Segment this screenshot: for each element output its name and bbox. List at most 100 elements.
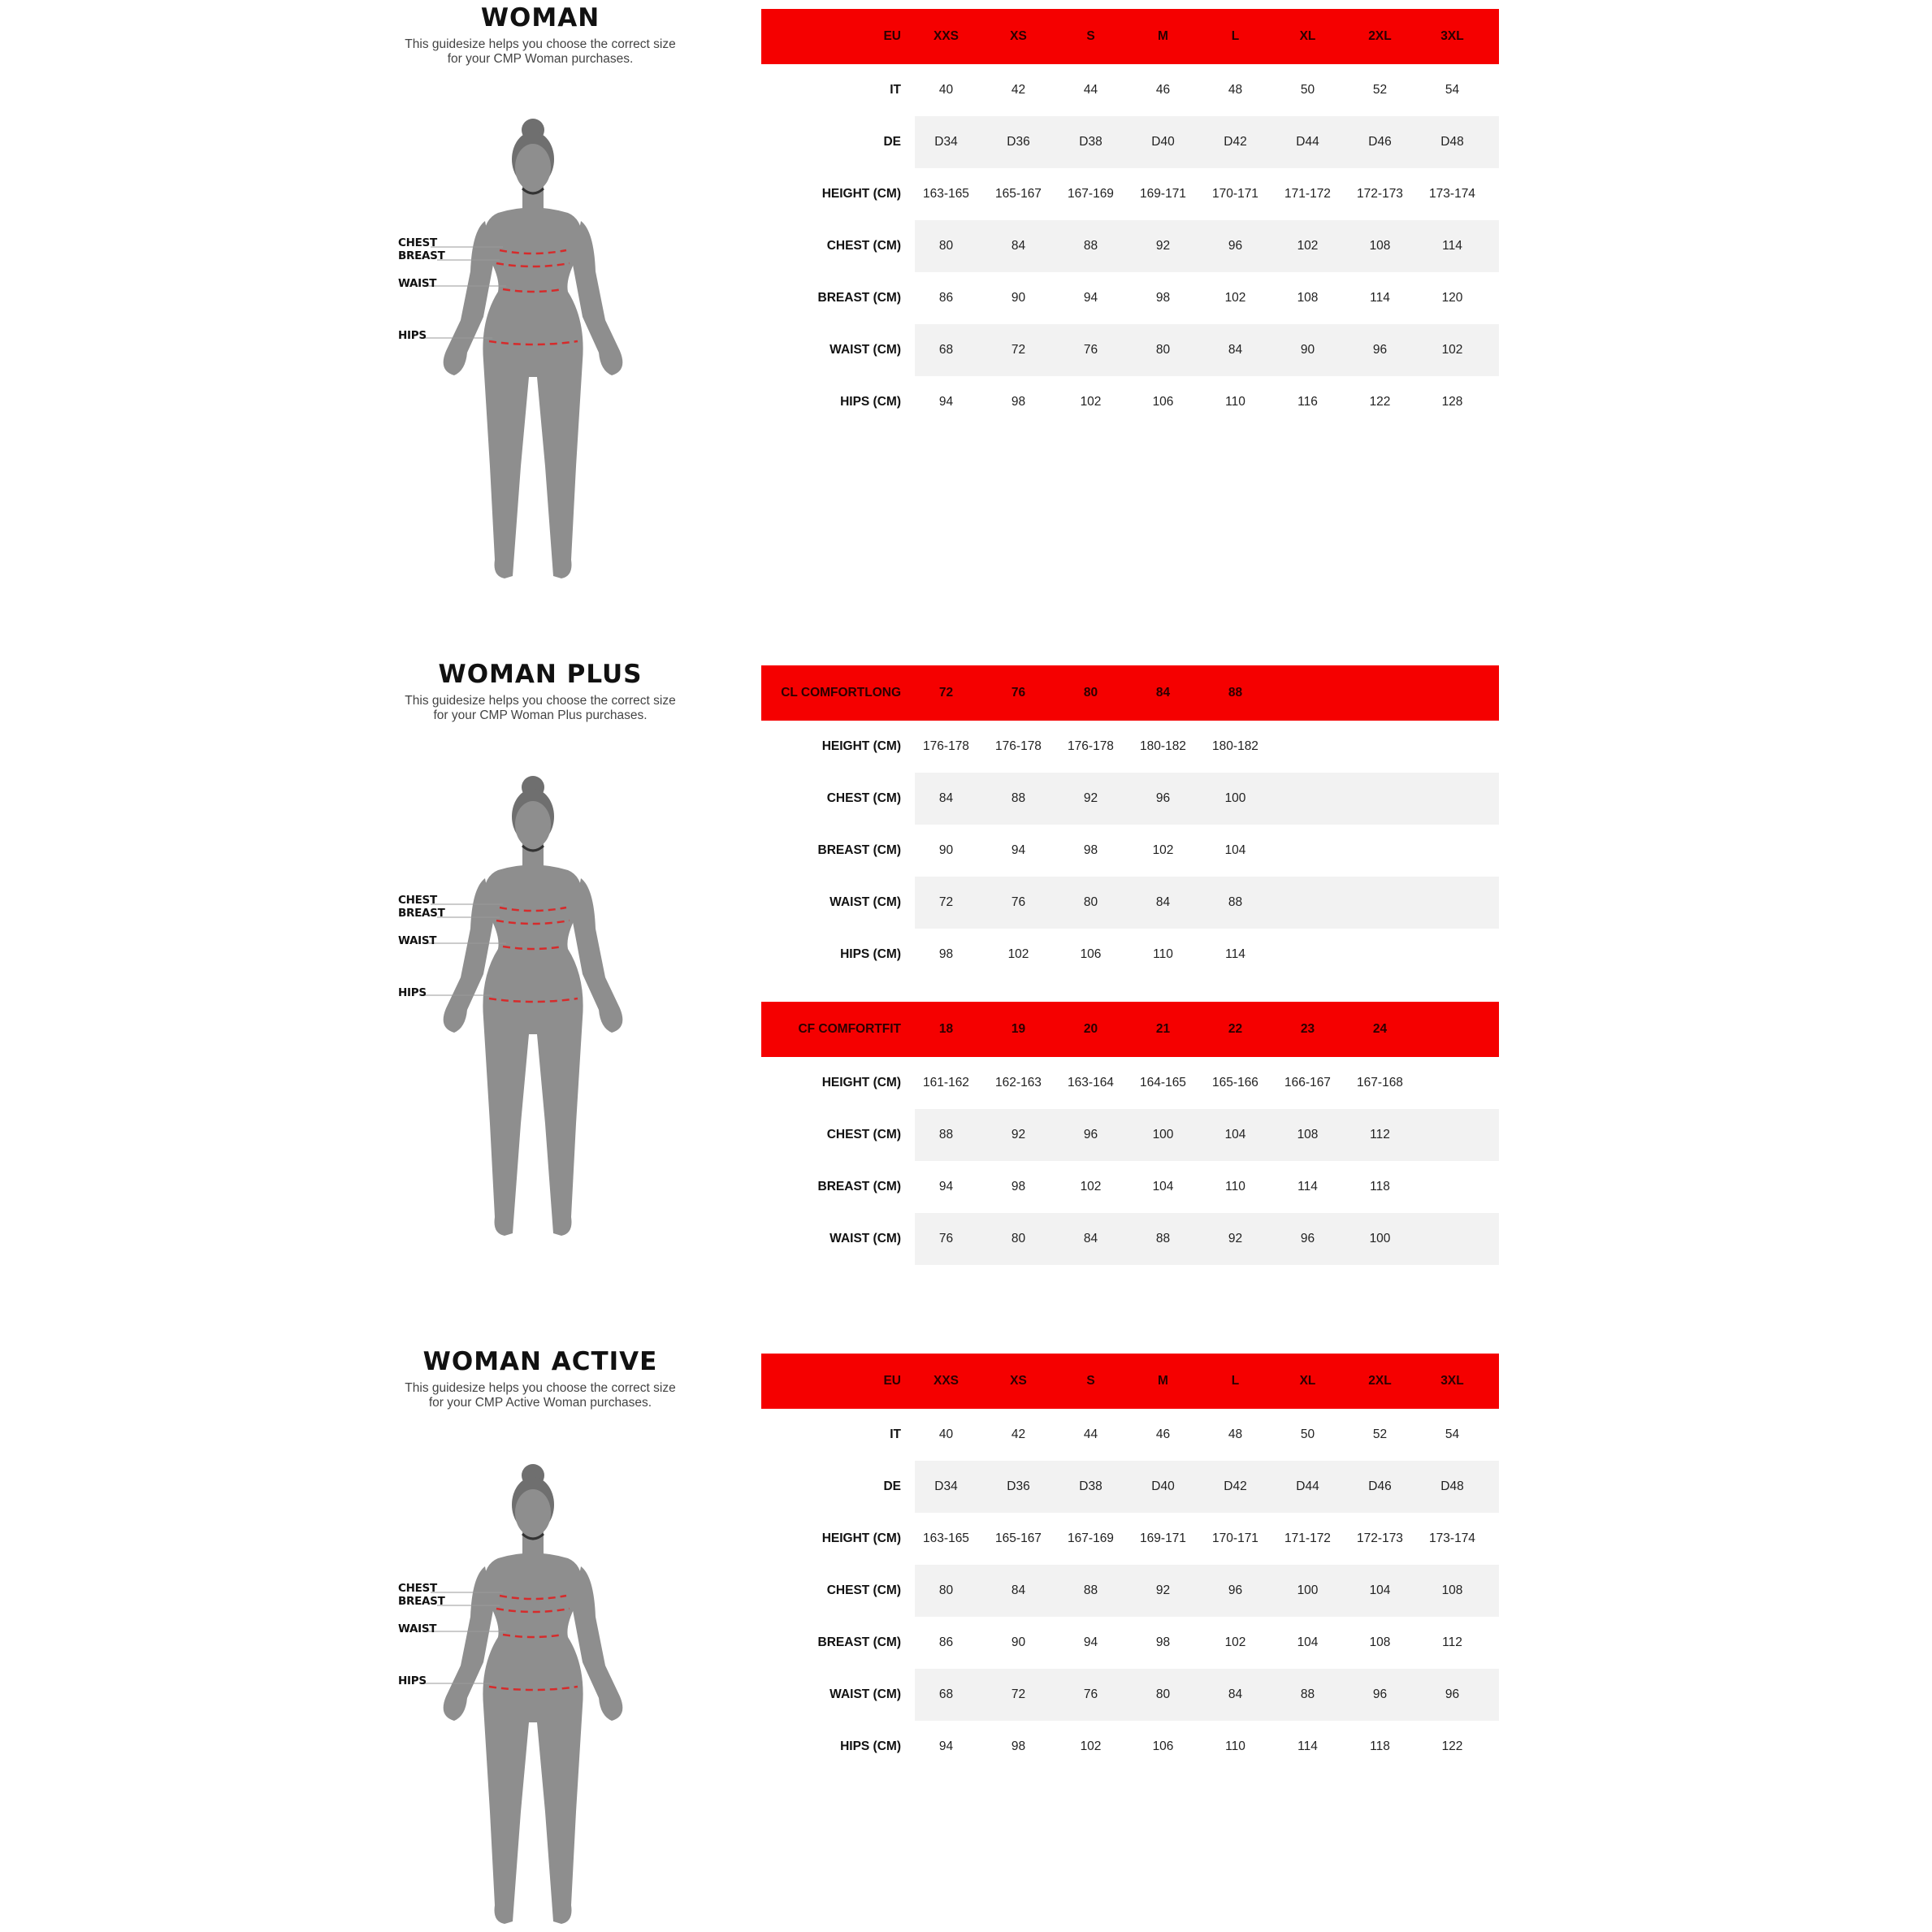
size-column-header: M (1158, 1374, 1168, 1388)
table-cell: 163-164 (1068, 1076, 1114, 1089)
table-cell: 166-167 (1284, 1076, 1331, 1089)
table-cell: 50 (1300, 83, 1315, 97)
table-cell: 94 (938, 395, 954, 409)
figure-label-chest: CHEST (398, 894, 437, 907)
table-cell: 104 (1224, 843, 1246, 857)
table-row: CHEST (CM) 80 84 88 92 96 102 108 114 (761, 220, 1499, 272)
table-cell: 112 (1370, 1128, 1390, 1141)
table-cell: 102 (1007, 947, 1029, 961)
subtitle-line: This guidesize helps you choose the corr… (405, 694, 676, 708)
table-row: BREAST (CM) 86 90 94 98 102 108 114 120 (761, 272, 1499, 324)
table-row: CHEST (CM) 80 84 88 92 96 100 104 108 (761, 1565, 1499, 1617)
table-cell: 102 (1441, 343, 1463, 357)
table-cell: 176-178 (923, 739, 969, 753)
table-cell: 98 (1011, 395, 1026, 409)
table-cell: 80 (1155, 343, 1171, 357)
table-row: HIPS (CM) 94 98 102 106 110 116 122 128 (761, 376, 1499, 428)
size-column-header: S (1086, 29, 1095, 43)
table-cell: 88 (1083, 1583, 1098, 1597)
row-label: CHEST (CM) (826, 1583, 901, 1597)
table-cell: 54 (1445, 83, 1460, 97)
woman-silhouette-icon (421, 774, 624, 1237)
size-column-header: 21 (1155, 1022, 1171, 1036)
table-cell: 120 (1441, 291, 1463, 305)
table-cell: D48 (1440, 1479, 1464, 1493)
table-cell: 110 (1225, 1180, 1245, 1193)
table-cell: 110 (1225, 395, 1245, 409)
figure-label-waist: WAIST (398, 934, 437, 947)
table-row: CHEST (CM) 88 92 96 100 104 108 112 (761, 1109, 1499, 1161)
table-cell: 76 (1083, 1687, 1098, 1701)
figure-label-hips: HIPS (398, 986, 427, 999)
table-cell: 88 (1083, 239, 1098, 253)
table-cell: 80 (1155, 1687, 1171, 1701)
figure-label-chest: CHEST (398, 1582, 437, 1595)
size-column-header: 3XL (1440, 1374, 1464, 1388)
table-row: HEIGHT (CM) 163-165 165-167 167-169 169-171 1… (761, 1513, 1499, 1565)
table-cell: 42 (1011, 83, 1026, 97)
figure-label-waist: WAIST (398, 1622, 437, 1635)
table-cell: 118 (1370, 1180, 1390, 1193)
table-cell: 104 (1152, 1180, 1174, 1193)
table-cell: 110 (1225, 1739, 1245, 1753)
table-cell: 96 (1083, 1128, 1098, 1141)
table-cell: 42 (1011, 1427, 1026, 1441)
size-column-header: 24 (1372, 1022, 1388, 1036)
body-measurement-figure: CHEST BREAST WAIST HIPS (390, 1462, 642, 1930)
table-cell: 106 (1152, 395, 1174, 409)
table-cell: 72 (938, 895, 954, 909)
size-table: CF COMFORTFIT 18 19 20 21 22 23 24 HEIGHT (CM) 16… (761, 1002, 1499, 1265)
row-label: CHEST (CM) (826, 791, 901, 805)
table-cell: 88 (1011, 791, 1026, 805)
table-cell: D36 (1007, 135, 1030, 149)
table-cell: 108 (1369, 239, 1391, 253)
table-cell: 172-173 (1357, 1531, 1403, 1545)
table-cell: 176-178 (1068, 739, 1114, 753)
table-cell: 100 (1369, 1232, 1391, 1245)
table-cell: 96 (1228, 1583, 1243, 1597)
table-cell: 86 (938, 291, 954, 305)
figure-label-hips: HIPS (398, 329, 427, 342)
size-column-header: XXS (933, 29, 959, 43)
row-label: WAIST (CM) (830, 343, 901, 357)
table-row: WAIST (CM) 72 76 80 84 88 (761, 877, 1499, 929)
woman-silhouette-icon (421, 1462, 624, 1926)
table-cell: 104 (1297, 1635, 1319, 1649)
table-cell: 162-163 (995, 1076, 1042, 1089)
table-cell: 80 (938, 239, 954, 253)
table-cell: 100 (1224, 791, 1246, 805)
table-cell: 171-172 (1284, 1531, 1331, 1545)
table-cell: 80 (1083, 895, 1098, 909)
table-cell: D44 (1296, 135, 1319, 149)
table-cell: 118 (1370, 1739, 1390, 1753)
row-label: CHEST (CM) (826, 239, 901, 253)
table-cell: D40 (1151, 135, 1175, 149)
size-column-header: 22 (1228, 1022, 1243, 1036)
table-cell: 98 (1011, 1739, 1026, 1753)
table-row: IT 40 42 44 46 48 50 52 54 (761, 1409, 1499, 1461)
size-column-header: M (1158, 29, 1168, 43)
section-subtitle: This guidesize helps you choose the corr… (357, 694, 723, 723)
table-cell: 98 (1155, 291, 1171, 305)
table-cell: 40 (938, 83, 954, 97)
table-cell: 72 (1011, 343, 1026, 357)
size-column-header: 19 (1011, 1022, 1026, 1036)
table-cell: 167-169 (1068, 187, 1114, 201)
table-cell: 114 (1297, 1180, 1318, 1193)
table-cell: 128 (1441, 395, 1463, 409)
table-cell: 96 (1228, 239, 1243, 253)
row-label: IT (890, 1427, 901, 1441)
table-cell: 44 (1083, 1427, 1098, 1441)
table-cell: 114 (1225, 947, 1245, 961)
header-label: EU (883, 29, 901, 43)
table-cell: 54 (1445, 1427, 1460, 1441)
subtitle-line: for your CMP Woman Plus purchases. (433, 708, 648, 722)
size-column-header: 80 (1083, 686, 1098, 700)
table-cell: 90 (1300, 343, 1315, 357)
table-cell: 40 (938, 1427, 954, 1441)
table-row: BREAST (CM) 86 90 94 98 102 104 108 112 (761, 1617, 1499, 1669)
table-cell: D42 (1224, 135, 1247, 149)
row-label: HEIGHT (CM) (821, 1531, 901, 1545)
row-label: CHEST (CM) (826, 1128, 901, 1141)
table-cell: 48 (1228, 1427, 1243, 1441)
